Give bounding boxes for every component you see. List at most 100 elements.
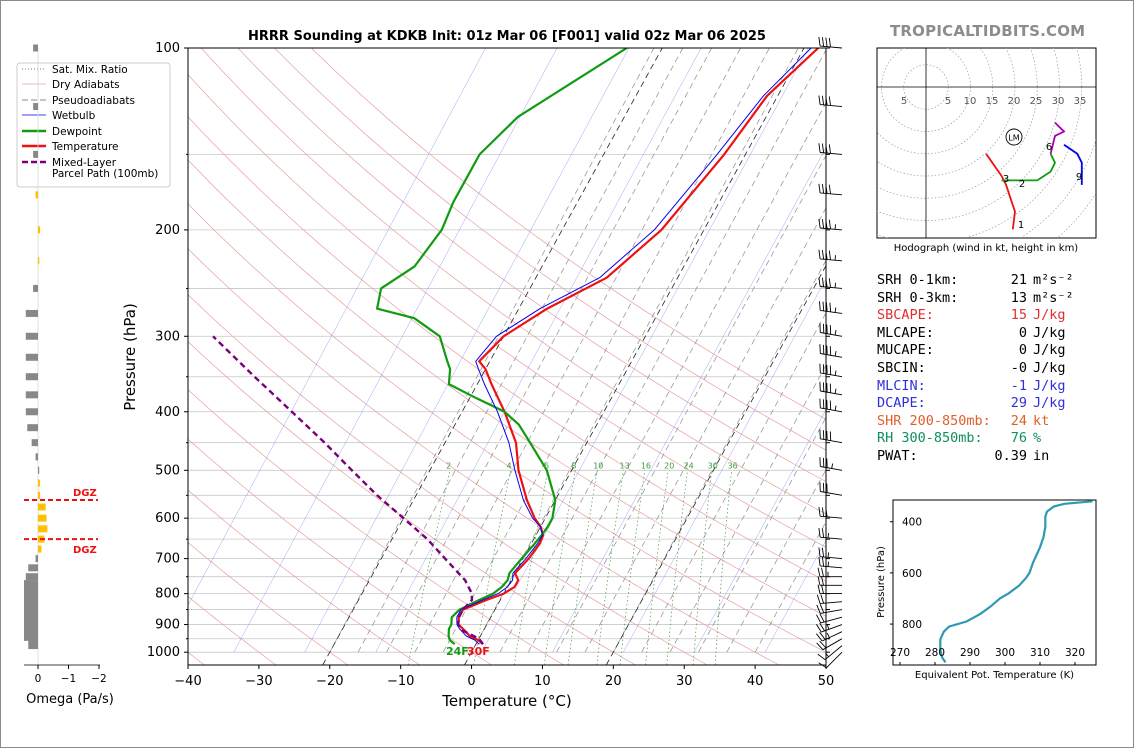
omega-bar xyxy=(38,466,40,474)
mixing-ratio-line xyxy=(407,470,451,665)
omega-bar xyxy=(24,633,38,641)
stat-row: SRH 0-1km: 21 m²s⁻² xyxy=(877,272,1107,290)
x-tick-label: 10 xyxy=(534,674,551,689)
omega-bar xyxy=(38,545,42,553)
legend-label: Temperature xyxy=(51,141,119,153)
hodograph-segment xyxy=(1063,144,1083,185)
hodograph-ring-label: 35 xyxy=(1074,96,1087,107)
dry-adiabat-line xyxy=(237,48,826,483)
wind-barb xyxy=(819,381,843,396)
wind-barb xyxy=(818,556,843,569)
y-tick-label: 400 xyxy=(155,405,180,420)
theta-e-y-tick-label: 600 xyxy=(902,568,922,580)
x-tick-label: −40 xyxy=(174,674,201,689)
x-tick-label: 40 xyxy=(747,674,764,689)
stat-value: 0.39 xyxy=(994,447,1027,464)
stat-label: SBCAPE: xyxy=(877,307,934,324)
hodograph-ring-label: 25 xyxy=(1030,96,1043,107)
reference-moist-line xyxy=(304,48,630,653)
wind-barb xyxy=(818,218,843,231)
stat-value: 15 xyxy=(1010,307,1027,324)
legend-label: Mixed-Layer xyxy=(52,157,117,169)
pseudoadiabat-line xyxy=(329,48,655,653)
wind-barb xyxy=(816,638,843,651)
hodograph-segment xyxy=(1049,121,1066,155)
omega-bar xyxy=(25,332,38,340)
legend-box xyxy=(16,62,171,188)
legend-label: Dry Adiabats xyxy=(52,79,120,91)
omega-bar xyxy=(24,586,38,594)
wind-barb xyxy=(818,547,843,560)
mixing-ratio-line xyxy=(619,470,646,665)
wind-barb xyxy=(818,249,843,262)
y-tick-label: 200 xyxy=(155,223,180,238)
mixing-ratio-label: 6 xyxy=(544,461,549,470)
y-tick-label: 700 xyxy=(155,552,180,567)
stat-label: MLCAPE: xyxy=(877,324,934,341)
hodograph-ring-label: 15 xyxy=(986,96,999,107)
hodograph-segment xyxy=(1000,175,1016,230)
hodograph-ring-label: 5 xyxy=(901,96,907,107)
omega-bar xyxy=(25,309,38,317)
stat-label: DCAPE: xyxy=(877,395,926,412)
isotherm-line xyxy=(322,48,663,665)
mixing-ratio-label: 2 xyxy=(446,461,451,470)
omega-plot: DGZ DGZ 0 −1 −2 Omega (Pa/s) xyxy=(24,44,114,707)
stat-unit: kt xyxy=(1033,412,1050,429)
y-tick-label: 300 xyxy=(155,329,180,344)
watermark: TROPICALTIDBITS.COM xyxy=(890,22,1086,40)
omega-bar xyxy=(38,257,40,265)
mixing-ratio-label: 30 xyxy=(708,461,718,470)
omega-bar xyxy=(35,555,38,563)
legend-label-continued: Parcel Path (100mb) xyxy=(52,168,158,180)
series-dewpoint xyxy=(376,48,628,646)
wind-barb xyxy=(819,398,843,413)
stat-value: -1 xyxy=(1010,377,1027,394)
wind-barb xyxy=(819,363,843,378)
mixing-ratio-label: 24 xyxy=(684,461,694,470)
theta-e-line xyxy=(939,500,1093,664)
omega-bar xyxy=(33,44,38,52)
mixing-ratio-label: 20 xyxy=(664,461,674,470)
stat-row: RH 300-850mb: 76% xyxy=(877,430,1107,448)
stat-row: MLCAPE: 0 J/kg xyxy=(877,325,1107,343)
y-tick-label: 800 xyxy=(155,587,180,602)
wind-barb xyxy=(816,604,843,614)
theta-e-y-tick-label: 400 xyxy=(902,517,922,529)
theta-e-frame xyxy=(892,499,1097,666)
reference-moist-line xyxy=(693,409,826,653)
wind-barb xyxy=(819,301,843,314)
reference-moist-line xyxy=(623,278,826,653)
stat-unit: % xyxy=(1033,430,1042,447)
mixing-ratio-line xyxy=(666,470,688,665)
stat-label: MLCIN: xyxy=(877,377,926,394)
theta-e-y-axis-label: Pressure (hPa) xyxy=(876,546,887,618)
stat-unit: J/kg xyxy=(1033,395,1066,412)
wind-barb xyxy=(818,277,843,289)
zero-isotherm-line xyxy=(464,48,805,665)
wind-barb xyxy=(817,584,842,595)
y-tick-label: 1000 xyxy=(147,645,180,660)
surface-dewpoint-label: 24F xyxy=(446,645,469,658)
reference-moist-line xyxy=(552,146,826,653)
mixing-ratio-line xyxy=(645,470,669,665)
dry-adiabat-line xyxy=(188,159,826,617)
y-tick-label: 900 xyxy=(155,618,180,633)
omega-bar xyxy=(24,606,38,614)
skewt-plot: 2 4 6 8 10 13 16 20 24 30 361002003004005006007008… xyxy=(16,29,843,710)
y-axis-label: Pressure (hPa) xyxy=(121,303,139,411)
omega-bar xyxy=(38,479,41,487)
theta-e-x-tick-label: 320 xyxy=(1065,647,1085,659)
hodograph-ring-label: 10 xyxy=(964,96,977,107)
omega-bar xyxy=(28,564,38,572)
omega-bar xyxy=(25,573,38,581)
isotherm-line xyxy=(605,264,826,665)
mixing-ratio-line xyxy=(692,470,712,665)
pseudoadiabat-line xyxy=(414,48,741,653)
dgz-label-top: DGZ xyxy=(73,488,97,499)
hodograph-caption: Hodograph (wind in kt, height in km) xyxy=(894,243,1079,254)
pseudoadiabat-line xyxy=(556,154,826,653)
omega-bar xyxy=(38,514,47,522)
x-tick-label: −30 xyxy=(245,674,272,689)
stats-panel: SRH 0-1km: 21 m²s⁻² SRH 0-3km: 13 m²s⁻² SBCAPE… xyxy=(877,272,1107,466)
